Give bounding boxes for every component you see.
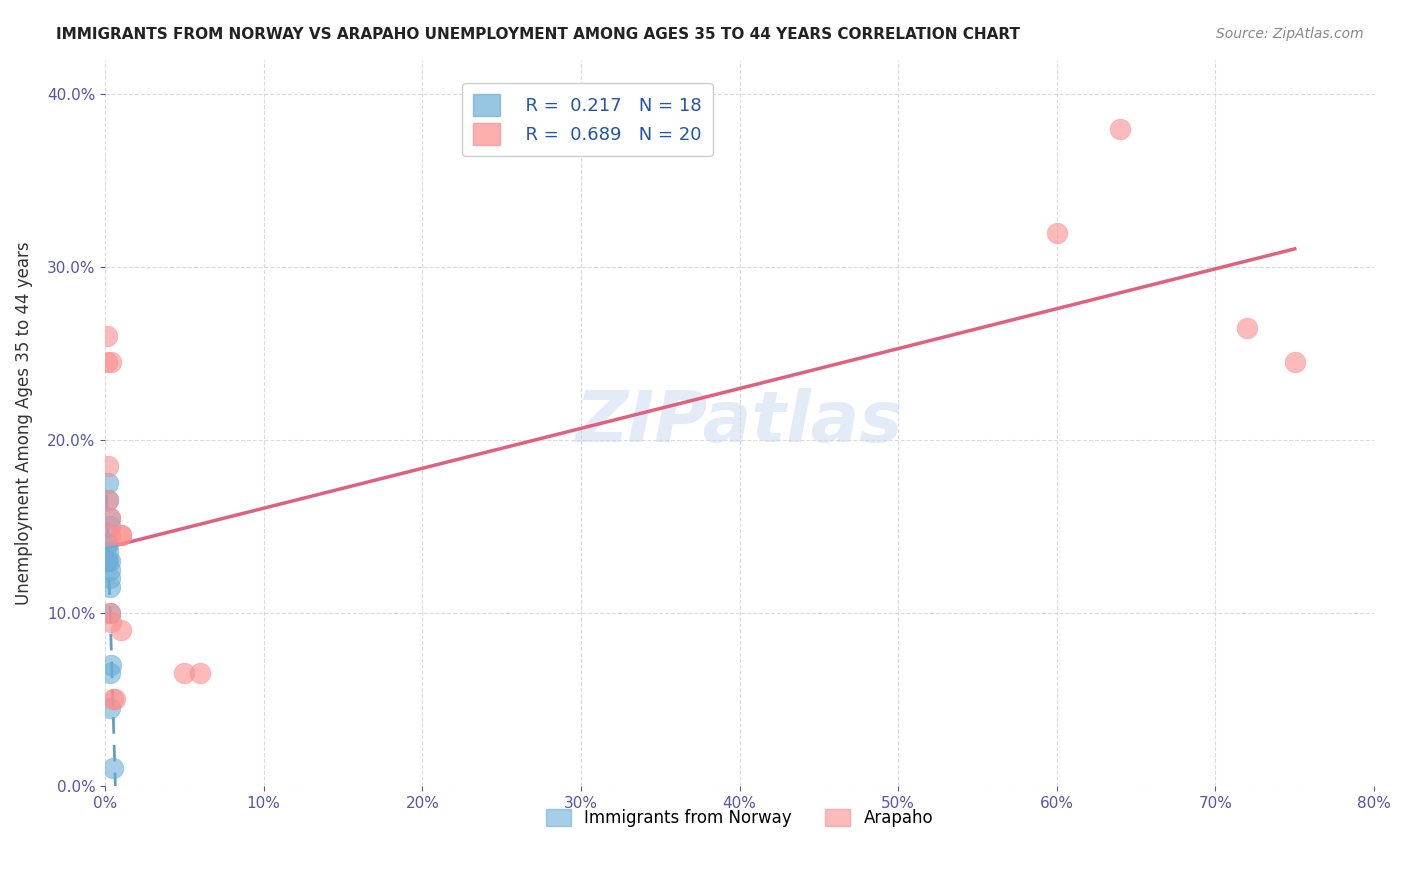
Point: [101, 762, 124, 776]
Point: [97, 545, 120, 559]
Point: [97, 537, 120, 551]
Point: [97, 458, 120, 473]
Point: [98, 666, 121, 681]
Point: [104, 692, 127, 706]
Point: [100, 657, 122, 672]
Point: [98, 701, 121, 715]
Point: [1046, 226, 1069, 240]
Point: [100, 355, 122, 369]
Point: [96, 554, 118, 568]
Point: [98, 606, 121, 620]
Point: [1284, 355, 1306, 369]
Point: [96, 329, 118, 343]
Point: [98, 510, 121, 524]
Point: [100, 615, 122, 629]
Y-axis label: Unemployment Among Ages 35 to 44 years: Unemployment Among Ages 35 to 44 years: [15, 241, 32, 605]
Point: [98, 606, 121, 620]
Point: [97, 493, 120, 508]
Point: [96, 537, 118, 551]
Text: IMMIGRANTS FROM NORWAY VS ARAPAHO UNEMPLOYMENT AMONG AGES 35 TO 44 YEARS CORRELA: IMMIGRANTS FROM NORWAY VS ARAPAHO UNEMPL…: [56, 27, 1021, 42]
Point: [98, 528, 121, 542]
Point: [98, 571, 121, 585]
Point: [188, 666, 211, 681]
Point: [98, 580, 121, 594]
Point: [101, 692, 124, 706]
Point: [1236, 320, 1258, 334]
Point: [97, 493, 120, 508]
Point: [96, 355, 118, 369]
Point: [173, 666, 195, 681]
Point: [97, 476, 120, 491]
Point: [1109, 121, 1132, 136]
Point: [110, 623, 132, 637]
Point: [110, 528, 132, 542]
Point: [98, 563, 121, 577]
Legend: Immigrants from Norway, Arapaho: Immigrants from Norway, Arapaho: [537, 801, 942, 836]
Point: [98, 510, 121, 524]
Point: [98, 554, 121, 568]
Text: Source: ZipAtlas.com: Source: ZipAtlas.com: [1216, 27, 1364, 41]
Point: [97, 554, 120, 568]
Point: [110, 528, 132, 542]
Point: [98, 519, 121, 533]
Text: ZIPatlas: ZIPatlas: [576, 388, 903, 458]
